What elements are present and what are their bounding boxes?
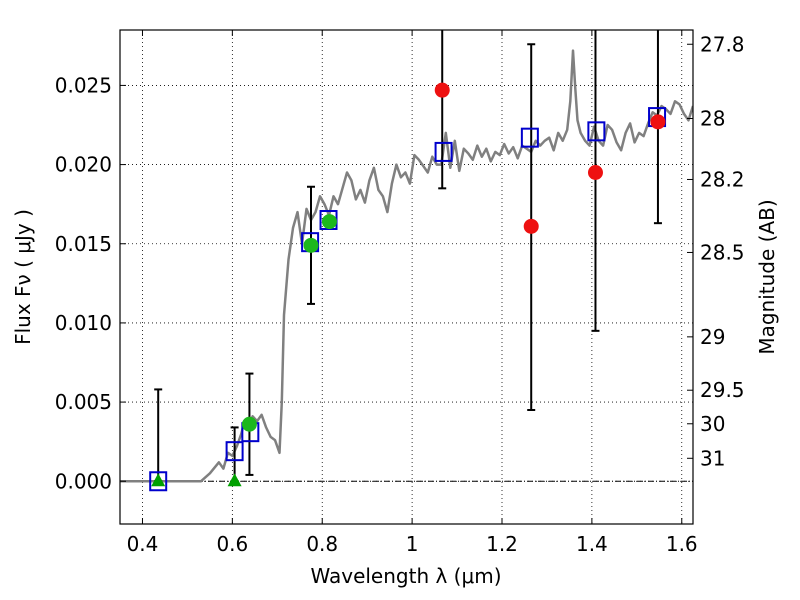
y-tick-label: 0.005 xyxy=(55,390,112,414)
observed-point xyxy=(321,214,337,230)
plot-area xyxy=(120,30,693,492)
x-tick-label: 0.8 xyxy=(306,532,338,556)
y-axis-right-label: Magnitude (AB) xyxy=(755,199,779,354)
observed-point xyxy=(303,237,319,253)
y-tick-label: 0.020 xyxy=(55,153,112,177)
right-tick-label: 27.8 xyxy=(700,32,745,56)
ticks: 0.4 0.6 0.8 1 1.2 1.4 1.6 0.000 0.005 0.010 0.015 0… xyxy=(55,30,745,556)
y-tick-label: 0.000 xyxy=(55,469,112,493)
grid xyxy=(120,30,693,524)
observed-point xyxy=(241,416,257,432)
model-square-point xyxy=(434,141,453,162)
observed-point xyxy=(434,82,450,98)
model-square-point xyxy=(520,127,539,148)
right-tick-label: 31 xyxy=(700,446,725,470)
x-axis-label: Wavelength λ (μm) xyxy=(310,564,501,588)
observed-point xyxy=(523,218,539,234)
y-tick-label: 0.010 xyxy=(55,311,112,335)
template-spectrum-line xyxy=(120,49,693,483)
x-tick-label: 0.4 xyxy=(127,532,159,556)
right-tick-label: 29.5 xyxy=(700,378,745,402)
y-tick-label: 0.025 xyxy=(55,73,112,97)
right-tick-label: 30 xyxy=(700,412,725,436)
model-square-point xyxy=(225,441,244,462)
x-tick-label: 0.6 xyxy=(216,532,248,556)
right-tick-label: 28 xyxy=(700,107,725,131)
upper-limit-triangle xyxy=(151,473,166,487)
y-axis-label: Flux Fν ( μJy ) xyxy=(11,209,35,345)
x-tick-label: 1.2 xyxy=(486,532,518,556)
right-tick-label: 28.2 xyxy=(700,167,745,191)
plot-frame xyxy=(119,29,694,525)
x-tick-label: 1.4 xyxy=(576,532,608,556)
observed-point xyxy=(587,165,603,180)
x-tick-label: 1.6 xyxy=(666,532,698,556)
x-tick-label: 1 xyxy=(406,532,419,556)
upper-limit-triangle xyxy=(227,473,242,487)
right-tick-label: 29 xyxy=(700,325,725,349)
right-tick-label: 28.5 xyxy=(700,240,745,264)
model-square-point xyxy=(587,121,606,142)
observed-point xyxy=(650,114,666,130)
y-tick-label: 0.015 xyxy=(55,232,112,256)
model-square-point xyxy=(149,471,168,492)
